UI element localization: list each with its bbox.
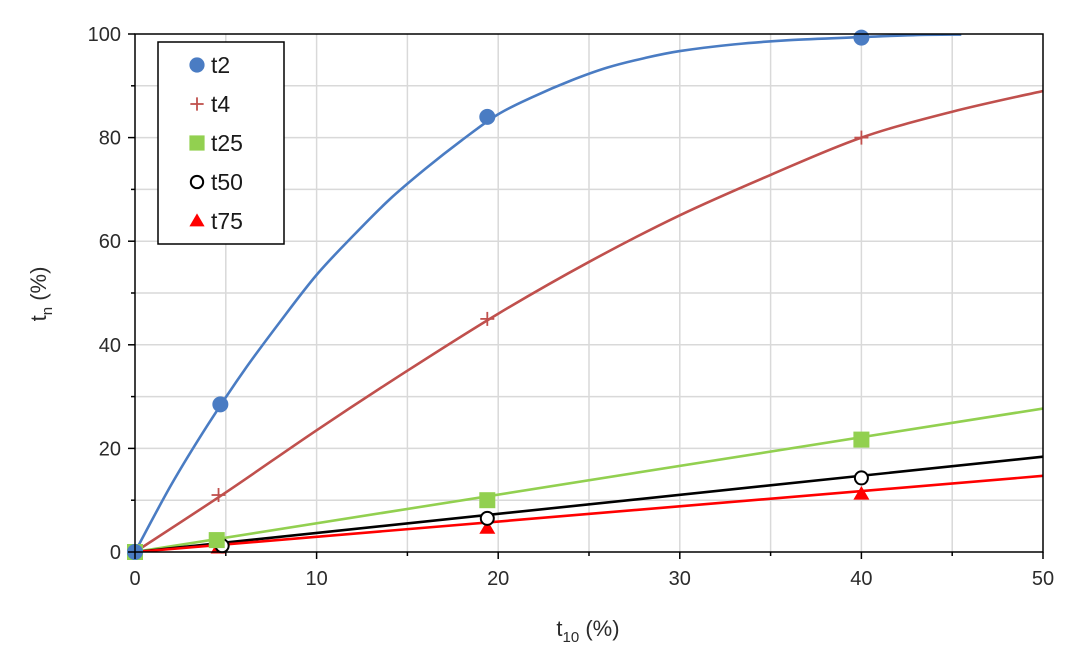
point-t4 <box>854 130 869 145</box>
grid <box>135 34 1043 552</box>
x-axis-title-suffix: (%) <box>579 616 619 641</box>
point-t2 <box>479 108 496 125</box>
point-t25 <box>208 532 225 549</box>
legend-label-t75: t75 <box>211 208 243 234</box>
axes: 0 10 20 30 40 50 0 20 40 60 80 100 <box>88 24 1055 590</box>
x-tick-label: 30 <box>669 568 691 590</box>
y-tick-label: 20 <box>99 438 121 460</box>
y-tick-label: 100 <box>88 24 121 46</box>
legend-marker-t75 <box>189 213 205 227</box>
y-axis-title-suffix: (%) <box>26 267 51 307</box>
point-t75 <box>853 485 870 500</box>
x-tick-label: 20 <box>487 568 509 590</box>
x-tick-label: 0 <box>129 568 140 590</box>
data-markers <box>127 29 870 560</box>
legend-box <box>157 41 285 245</box>
legend-marker-t25 <box>189 135 205 151</box>
point-t50 <box>479 510 495 526</box>
y-axis-title: tn (%) <box>26 267 56 322</box>
legend: t2 t4 t25 t50 t75 <box>157 41 285 245</box>
legend-label-t25: t25 <box>211 130 243 156</box>
legend-label-t50: t50 <box>211 169 243 195</box>
legend-label-t4: t4 <box>211 91 230 117</box>
y-tick-label: 0 <box>110 542 121 564</box>
point-t25 <box>479 492 496 509</box>
legend-marker-t2 <box>189 57 205 73</box>
y-axis-title-sub: n <box>39 307 56 315</box>
x-tick-label: 50 <box>1032 568 1054 590</box>
y-tick-label: 80 <box>99 128 121 150</box>
point-t2 <box>212 396 229 413</box>
x-axis-title: t10 (%) <box>556 616 619 646</box>
legend-marker-t4 <box>190 97 204 111</box>
legend-marker-t50 <box>189 174 205 190</box>
y-tick-label: 40 <box>99 335 121 357</box>
legend-label-t2: t2 <box>211 52 230 78</box>
x-tick-label: 40 <box>850 568 872 590</box>
point-t50 <box>853 470 869 486</box>
fit-line-t50 <box>135 455 1043 552</box>
x-axis-title-sub: 10 <box>563 629 580 646</box>
fit-line-t4 <box>135 89 1043 552</box>
fit-line-t75 <box>135 474 1043 552</box>
x-axis-title-main: t <box>556 616 562 641</box>
y-tick-label: 60 <box>99 231 121 253</box>
point-t2 <box>853 29 870 46</box>
point-t25 <box>853 431 870 448</box>
point-t4 <box>480 311 495 326</box>
y-axis-title-main: t <box>26 315 51 321</box>
fit-line-t25 <box>135 407 1043 552</box>
x-tick-label: 10 <box>305 568 327 590</box>
point-t75 <box>479 520 496 534</box>
point-t4 <box>211 488 226 503</box>
fit-lines <box>135 34 1043 552</box>
fit-line-t2 <box>135 34 962 552</box>
